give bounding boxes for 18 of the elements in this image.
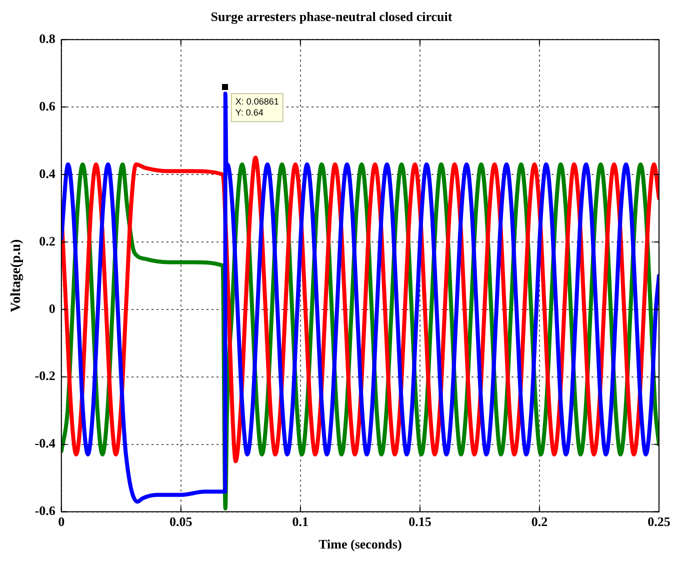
y-tick-label: 0.8	[39, 30, 56, 46]
y-tick-label: -0.4	[34, 436, 56, 451]
y-tick-label: -0.2	[34, 368, 56, 384]
x-tick-label: 0.15	[408, 514, 432, 529]
y-tick-label: -0.6	[34, 503, 56, 518]
x-tick-label: 0.1	[292, 514, 309, 529]
x-tick-label: 0.25	[648, 514, 671, 529]
x-axis-title: Time (seconds)	[318, 536, 402, 552]
chart-title: Surge arresters phase-neutral closed circuit	[210, 9, 453, 24]
y-tick-label: 0.2	[39, 233, 56, 248]
y-tick-label: 0.4	[39, 166, 56, 181]
annotation: X: 0.06861 Y: 0.64	[235, 96, 279, 118]
y-tick-label: 0.6	[39, 98, 56, 114]
y-axis-title: Voltage(p.u)	[9, 238, 24, 312]
line-series	[61, 92, 659, 504]
y-tick-label: 0	[48, 300, 56, 316]
x-tick-label: 0.2	[531, 514, 548, 529]
x-tick-label: 0.05	[170, 514, 193, 529]
